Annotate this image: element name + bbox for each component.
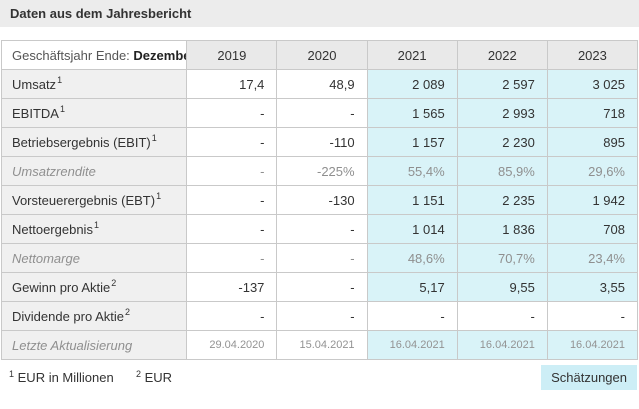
- table-header-row: Geschäftsjahr Ende: Dezember 2019 2020 2…: [0, 40, 639, 70]
- cell-value: -: [186, 243, 278, 273]
- cell-value: 2 597: [456, 69, 548, 99]
- footnote-1-marker: 1: [9, 368, 15, 379]
- row-label: Betriebsergebnis (EBIT)1: [0, 127, 188, 157]
- cell-value: 708: [546, 214, 639, 244]
- cell-value: 16.04.2021: [546, 330, 639, 360]
- table-row-dividende-pro-aktie: Dividende pro Aktie2 - - - - -: [0, 301, 639, 331]
- table-row-ebitda: EBITDA1 - - 1 565 2 993 718: [0, 98, 639, 128]
- cell-value: 48,9: [276, 69, 368, 99]
- cell-value: 55,4%: [366, 156, 458, 186]
- footnotes: 1 EUR in Millionen 2 EUR: [8, 368, 173, 385]
- cell-value: 16.04.2021: [366, 330, 458, 360]
- cell-value: 2 089: [366, 69, 458, 99]
- cell-value: 48,6%: [366, 243, 458, 273]
- cell-value: 23,4%: [546, 243, 639, 273]
- row-label: Gewinn pro Aktie2: [0, 272, 188, 302]
- cell-value: 1 151: [366, 185, 458, 215]
- table-row-nettomarge: Nettomarge - - 48,6% 70,7% 23,4%: [0, 243, 639, 273]
- row-label: Umsatzrendite: [0, 156, 188, 186]
- cell-value: -: [276, 301, 368, 331]
- cell-value: -: [276, 214, 368, 244]
- table-row-gewinn-pro-aktie: Gewinn pro Aktie2 -137 - 5,17 9,55 3,55: [0, 272, 639, 302]
- cell-value: -137: [186, 272, 278, 302]
- cell-value: 15.04.2021: [276, 330, 368, 360]
- footnote-2-marker: 2: [135, 368, 141, 379]
- row-label: Dividende pro Aktie2: [0, 301, 188, 331]
- cell-value: 2 230: [456, 127, 548, 157]
- cell-value: 9,55: [456, 272, 548, 302]
- cell-value: 29.04.2020: [186, 330, 278, 360]
- cell-value: -130: [276, 185, 368, 215]
- cell-value: 29,6%: [546, 156, 639, 186]
- year-header-2022: 2022: [456, 40, 548, 70]
- cell-value: 1 836: [456, 214, 548, 244]
- panel-title: Daten aus dem Jahresbericht: [10, 6, 192, 21]
- cell-value: 3,55: [546, 272, 639, 302]
- row-label: Letzte Aktualisierung: [0, 330, 188, 360]
- row-label: Nettomarge: [0, 243, 188, 273]
- table-row-letzte-aktualisierung: Letzte Aktualisierung 29.04.2020 15.04.2…: [0, 330, 639, 360]
- cell-value: 85,9%: [456, 156, 548, 186]
- cell-value: 3 025: [546, 69, 639, 99]
- cell-value: 895: [546, 127, 639, 157]
- cell-value: -: [186, 156, 278, 186]
- panel-title-bar: Daten aus dem Jahresbericht: [0, 0, 639, 27]
- cell-value: -: [456, 301, 548, 331]
- year-header-2021: 2021: [366, 40, 458, 70]
- cell-value: -: [366, 301, 458, 331]
- footnote-2-text: EUR: [144, 370, 173, 385]
- cell-value: 16.04.2021: [456, 330, 548, 360]
- table-row-ebit: Betriebsergebnis (EBIT)1 - -110 1 157 2 …: [0, 127, 639, 157]
- financial-data-table: Geschäftsjahr Ende: Dezember 2019 2020 2…: [0, 40, 639, 360]
- cell-value: -: [546, 301, 639, 331]
- fiscal-year-header-prefix: Geschäftsjahr Ende:: [12, 47, 134, 63]
- cell-value: 2 235: [456, 185, 548, 215]
- year-header-2019: 2019: [186, 40, 278, 70]
- year-header-2020: 2020: [276, 40, 368, 70]
- cell-value: 1 565: [366, 98, 458, 128]
- row-label: Vorsteuerergebnis (EBT)1: [0, 185, 188, 215]
- cell-value: -: [276, 272, 368, 302]
- cell-value: -: [186, 185, 278, 215]
- cell-value: -110: [276, 127, 368, 157]
- cell-value: 1 942: [546, 185, 639, 215]
- table-row-ebt: Vorsteuerergebnis (EBT)1 - -130 1 151 2 …: [0, 185, 639, 215]
- table-row-umsatzrendite: Umsatzrendite - -225% 55,4% 85,9% 29,6%: [0, 156, 639, 186]
- fiscal-year-header: Geschäftsjahr Ende: Dezember: [0, 40, 188, 70]
- cell-value: -: [186, 214, 278, 244]
- cell-value: -: [186, 98, 278, 128]
- cell-value: -: [276, 243, 368, 273]
- fiscal-year-header-month: Dezember: [133, 47, 185, 63]
- year-header-2023: 2023: [546, 40, 639, 70]
- table-row-umsatz: Umsatz1 17,4 48,9 2 089 2 597 3 025: [0, 69, 639, 99]
- cell-value: 1 157: [366, 127, 458, 157]
- row-label: Nettoergebnis1: [0, 214, 188, 244]
- cell-value: 2 993: [456, 98, 548, 128]
- cell-value: -: [276, 98, 368, 128]
- row-label: Umsatz1: [0, 69, 188, 99]
- cell-value: 17,4: [186, 69, 278, 99]
- footnote-1-text: EUR in Millionen: [17, 370, 114, 385]
- estimates-button[interactable]: Schätzungen: [541, 365, 637, 390]
- cell-value: -: [186, 127, 278, 157]
- table-footer: 1 EUR in Millionen 2 EUR Schätzungen: [0, 365, 639, 390]
- table-row-nettoergebnis: Nettoergebnis1 - - 1 014 1 836 708: [0, 214, 639, 244]
- row-label: EBITDA1: [0, 98, 188, 128]
- cell-value: 5,17: [366, 272, 458, 302]
- cell-value: 70,7%: [456, 243, 548, 273]
- cell-value: -: [186, 301, 278, 331]
- cell-value: 718: [546, 98, 639, 128]
- cell-value: 1 014: [366, 214, 458, 244]
- cell-value: -225%: [276, 156, 368, 186]
